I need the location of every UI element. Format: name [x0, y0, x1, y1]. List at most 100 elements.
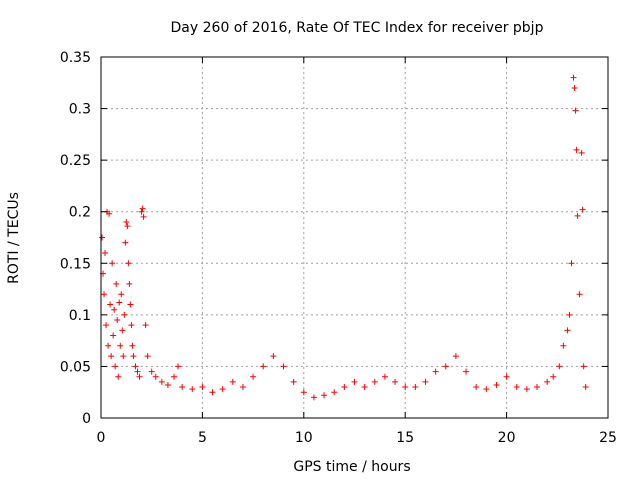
data-point	[175, 363, 182, 370]
data-point	[110, 332, 117, 339]
data-point	[106, 210, 113, 217]
data-point	[114, 317, 121, 324]
data-point	[422, 378, 429, 385]
y-tick-label: 0.35	[60, 50, 91, 66]
data-point	[571, 84, 578, 91]
data-point	[130, 353, 137, 360]
data-point	[570, 74, 577, 81]
data-point	[412, 384, 419, 391]
data-point	[270, 353, 277, 360]
data-point	[123, 219, 130, 226]
data-point	[290, 378, 297, 385]
data-point	[250, 373, 257, 380]
data-point	[158, 378, 165, 385]
data-point	[103, 322, 110, 329]
y-tick-label: 0.15	[60, 256, 91, 272]
data-point	[463, 368, 470, 375]
data-point	[239, 384, 246, 391]
x-tick-label: 20	[498, 430, 516, 446]
data-point	[473, 384, 480, 391]
x-tick-labels: 0 5 10 15 20 25	[97, 430, 617, 446]
y-tick-label: 0.05	[60, 359, 91, 375]
data-point	[582, 384, 589, 391]
data-point	[550, 373, 557, 380]
data-point	[503, 373, 510, 380]
data-point	[102, 249, 109, 256]
data-point	[402, 384, 409, 391]
chart-title: Day 260 of 2016, Rate Of TEC Index for r…	[171, 20, 544, 36]
data-point	[148, 368, 155, 375]
data-point	[125, 260, 132, 267]
data-point	[572, 107, 579, 114]
data-point	[361, 384, 368, 391]
axis-ticks	[100, 56, 609, 419]
data-point	[573, 146, 580, 153]
data-point	[101, 291, 108, 298]
data-point	[136, 373, 143, 380]
data-point	[179, 384, 186, 391]
y-tick-label: 0.25	[60, 153, 91, 169]
data-point	[126, 280, 133, 287]
data-point	[108, 353, 115, 360]
data-point	[392, 378, 399, 385]
data-point	[164, 381, 171, 388]
data-point	[300, 389, 307, 396]
data-point	[229, 378, 236, 385]
y-tick-label: 0.3	[69, 102, 91, 118]
data-point	[574, 212, 581, 219]
plot-frame	[100, 56, 609, 419]
data-point	[120, 353, 127, 360]
data-point	[321, 392, 328, 399]
data-points	[99, 74, 589, 401]
data-point	[117, 342, 124, 349]
data-point	[566, 311, 573, 318]
data-point	[199, 384, 206, 391]
data-point	[128, 322, 135, 329]
data-point	[127, 301, 134, 308]
data-point	[111, 306, 118, 313]
data-point	[109, 260, 116, 267]
data-point	[351, 378, 358, 385]
data-point	[534, 384, 541, 391]
data-point	[260, 363, 267, 370]
data-point	[138, 208, 145, 215]
data-point	[568, 260, 575, 267]
data-point	[452, 353, 459, 360]
data-point	[121, 311, 128, 318]
data-point	[483, 386, 490, 393]
y-tick-labels: 0 0.05 0.1 0.15 0.2 0.25 0.3 0.35	[60, 50, 91, 427]
data-point	[118, 291, 125, 298]
x-axis-label: GPS time / hours	[293, 459, 410, 475]
data-point	[579, 206, 586, 213]
data-point	[152, 373, 159, 380]
y-tick-label: 0	[82, 411, 91, 427]
data-point	[124, 223, 131, 230]
data-point	[556, 363, 563, 370]
x-tick-label: 5	[198, 430, 207, 446]
data-point	[331, 389, 338, 396]
data-point	[144, 353, 151, 360]
data-point	[381, 373, 388, 380]
data-point	[310, 394, 317, 401]
data-point	[371, 378, 378, 385]
data-point	[116, 299, 123, 306]
data-point	[544, 378, 551, 385]
data-point	[107, 301, 114, 308]
data-point	[132, 363, 139, 370]
data-point	[171, 373, 178, 380]
data-point	[112, 363, 119, 370]
x-tick-label: 0	[97, 430, 106, 446]
data-point	[432, 368, 439, 375]
data-point	[576, 291, 583, 298]
data-point	[442, 363, 449, 370]
data-point	[580, 363, 587, 370]
data-point	[493, 381, 500, 388]
data-point	[560, 342, 567, 349]
y-tick-label: 0.1	[69, 308, 91, 324]
data-point	[129, 342, 136, 349]
data-point	[139, 205, 146, 212]
x-tick-label: 25	[599, 430, 617, 446]
data-point	[99, 234, 106, 241]
data-point	[219, 386, 226, 393]
